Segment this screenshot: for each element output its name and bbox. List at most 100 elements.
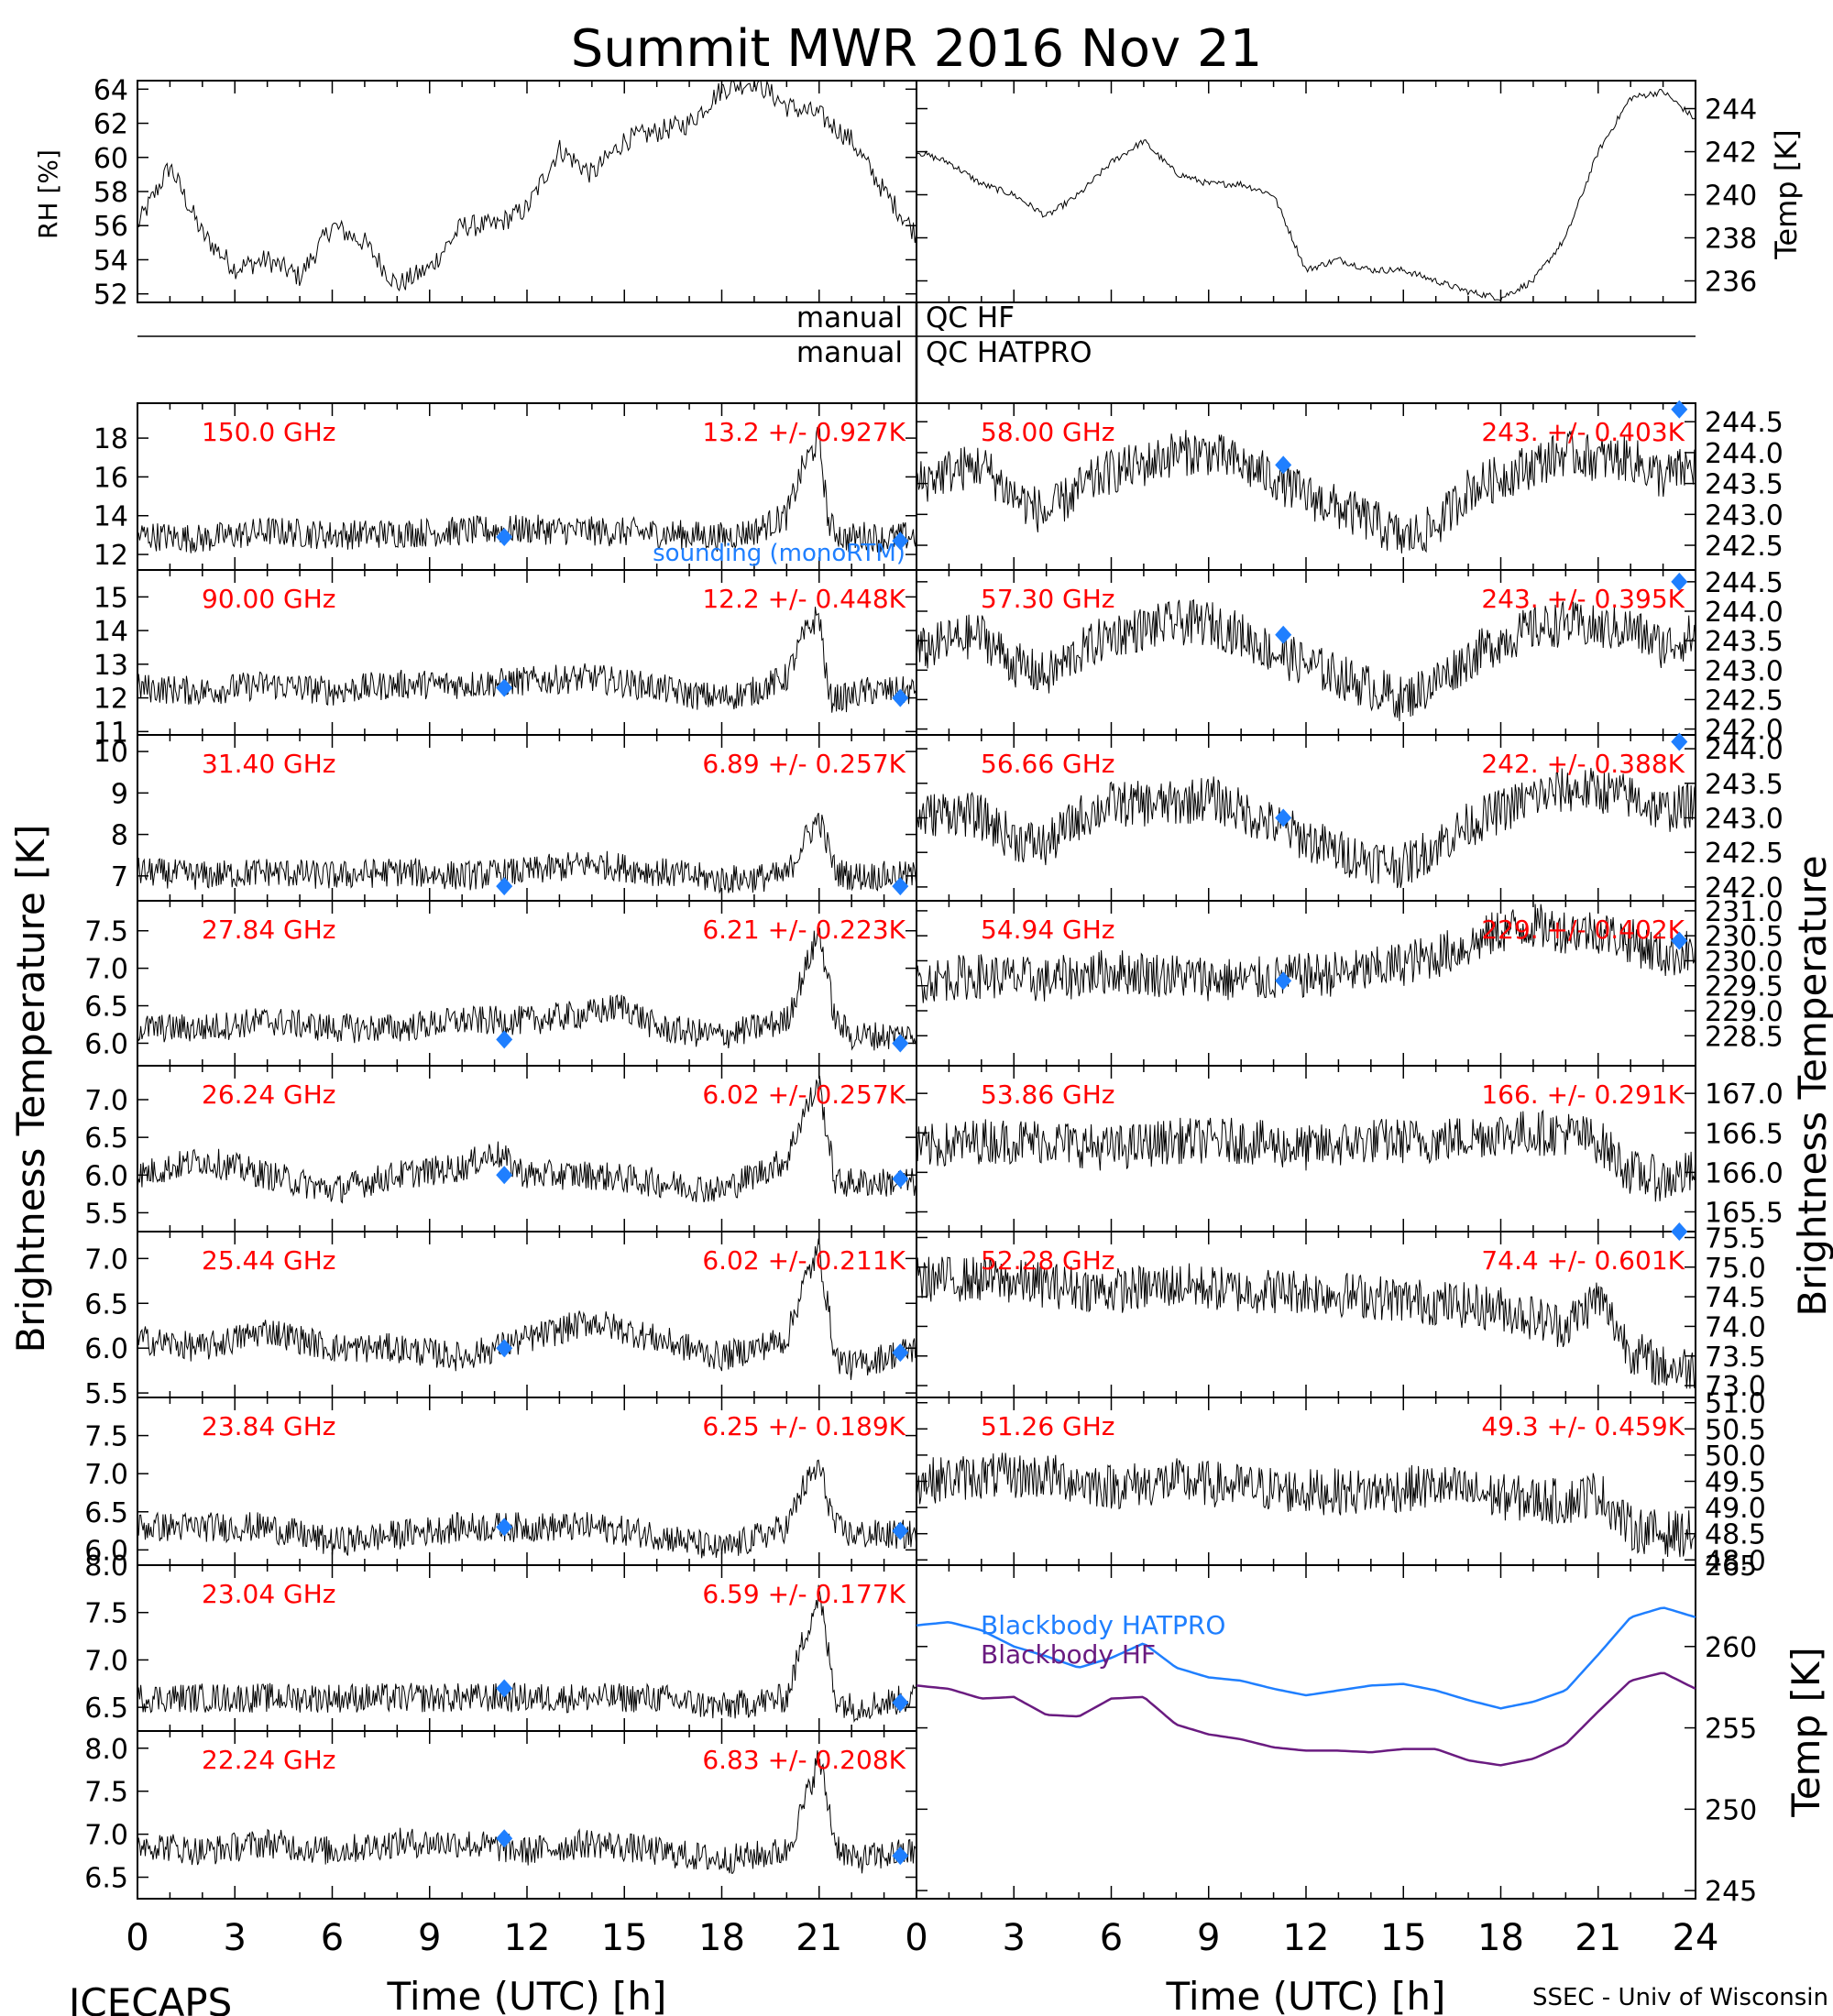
- panel-27-84-ytick-label: 6.5: [84, 992, 128, 1024]
- rh-ytick-label: 60: [93, 143, 128, 175]
- panel-22-24-ytick-label: 7.5: [84, 1777, 128, 1809]
- blackbody-series-hatpro: [916, 1606, 1696, 1710]
- panel-31-40-ytick-label: 9: [111, 778, 128, 810]
- temp-axis-label: Temp [K]: [1769, 129, 1804, 259]
- panel-56-66-sounding-point: [1671, 732, 1688, 751]
- panel-58-00-ytick-label: 242.5: [1705, 531, 1784, 563]
- panel-51-26-ytick-label: 49.5: [1705, 1467, 1766, 1499]
- left-y-axis-label: Brightness Temperature [K]: [8, 825, 53, 1353]
- panel-90-00-sounding-point: [496, 678, 513, 697]
- panel-58-00-ytick-label: 243.0: [1705, 499, 1784, 531]
- panel-22-24-series-line: [137, 1750, 917, 1874]
- panel-23-04-sounding-point: [892, 1693, 909, 1712]
- panel-31-40-ytick-label: 8: [111, 820, 128, 852]
- panel-57-30-ytick-label: 243.0: [1705, 655, 1784, 687]
- panel-27-84-freq-label: 27.84 GHz: [202, 915, 336, 945]
- panel-58-00-sounding-point: [1671, 400, 1688, 419]
- right-y-axis-label: Brightness Temperature: [1790, 855, 1833, 1316]
- panel-56-66-ytick-label: 244.0: [1705, 734, 1784, 766]
- qc-hf-label: QC HF: [926, 301, 1015, 334]
- panel-57-30-sounding-point: [1275, 625, 1292, 644]
- panel-51-26-ytick-label: 49.0: [1705, 1493, 1766, 1525]
- panel-51-26-ytick-label: 50.5: [1705, 1414, 1766, 1446]
- x-tick-label: 9: [418, 1917, 441, 1959]
- rh-series-line: [137, 80, 917, 292]
- panel-25-44-freq-label: 25.44 GHz: [202, 1245, 336, 1276]
- legend-hatpro: Blackbody HATPRO: [981, 1610, 1225, 1640]
- panel-150-0-series-line: [137, 426, 917, 553]
- panel-54-94-stats-label: 229. +/- 0.402K: [1481, 915, 1685, 945]
- rh-ytick-label: 64: [93, 74, 128, 106]
- panel-90-00-stats-label: 12.2 +/- 0.448K: [702, 584, 906, 614]
- panel-56-66-freq-label: 56.66 GHz: [981, 749, 1115, 779]
- x-tick-label: 9: [1197, 1917, 1220, 1959]
- panel-58-00-series-line: [916, 430, 1696, 553]
- panel-51-26-ytick-label: 51.0: [1705, 1388, 1766, 1420]
- panel-23-84-freq-label: 23.84 GHz: [202, 1411, 336, 1441]
- footer-ssec: SSEC - Univ of Wisconsin: [1532, 1984, 1828, 2011]
- panel-23-84-series-line: [137, 1459, 917, 1559]
- qc-hf-manual: manual: [796, 301, 903, 334]
- temp-series-line: [916, 88, 1696, 301]
- x-tick-label: 0: [905, 1917, 927, 1959]
- panel-150-0-stats-label: 13.2 +/- 0.927K: [702, 417, 906, 447]
- panel-53-86-freq-label: 53.86 GHz: [981, 1079, 1115, 1110]
- temp-ytick-label: 238: [1705, 224, 1757, 256]
- panel-52-28-freq-label: 52.28 GHz: [981, 1245, 1115, 1276]
- footer-icecaps: ICECAPS: [69, 1980, 232, 2016]
- panel-57-30-ytick-label: 244.0: [1705, 597, 1784, 629]
- panel-23-84-ytick-label: 7.0: [84, 1459, 128, 1491]
- panel-54-94-ytick-label: 230.0: [1705, 946, 1784, 978]
- panel-53-86-ytick-label: 165.5: [1705, 1197, 1784, 1229]
- panel-25-44-ytick-label: 5.5: [84, 1378, 128, 1410]
- x-tick-label: 21: [796, 1917, 842, 1959]
- panel-58-00-ytick-label: 244.5: [1705, 407, 1784, 439]
- panel-54-94-ytick-label: 229.5: [1705, 971, 1784, 1003]
- x-tick-label: 0: [126, 1917, 148, 1959]
- panel-150-0-ytick-label: 14: [93, 501, 128, 533]
- x-tick-label: 24: [1673, 1917, 1719, 1959]
- panel-57-30-ytick-label: 242.0: [1705, 715, 1784, 747]
- blackbody-ytick-label: 255: [1705, 1714, 1757, 1746]
- blackbody-ytick-label: 250: [1705, 1794, 1757, 1826]
- x-tick-label: 21: [1575, 1917, 1621, 1959]
- panel-31-40-ytick-label: 10: [93, 737, 128, 769]
- panel-56-66-ytick-label: 242.5: [1705, 838, 1784, 870]
- chart-title: Summit MWR 2016 Nov 21: [571, 19, 1263, 79]
- panel-27-84-ytick-label: 6.0: [84, 1028, 128, 1060]
- panel-51-26-ytick-label: 48.5: [1705, 1519, 1766, 1551]
- panel-52-28-ytick-label: 75.0: [1705, 1253, 1766, 1285]
- panel-54-94-ytick-label: 228.5: [1705, 1021, 1784, 1053]
- panel-57-30-ytick-label: 244.5: [1705, 567, 1784, 599]
- panel-57-30-series-line: [916, 598, 1696, 722]
- panel-26-24-ytick-label: 6.0: [84, 1160, 128, 1192]
- panel-54-94-sounding-point: [1275, 971, 1292, 991]
- x-tick-label: 12: [1283, 1917, 1330, 1959]
- panel-90-00-series-line: [137, 607, 917, 713]
- legend-hf: Blackbody HF: [981, 1639, 1156, 1670]
- panel-23-04-sounding-point: [496, 1679, 513, 1698]
- panel-22-24-freq-label: 22.24 GHz: [202, 1745, 336, 1775]
- panel-22-24-ytick-label: 7.0: [84, 1820, 128, 1852]
- panel-150-0-sounding-point: [496, 528, 513, 547]
- panel-23-84-ytick-label: 6.5: [84, 1497, 128, 1529]
- x-tick-label: 18: [698, 1917, 745, 1959]
- panel-54-94-ytick-label: 230.5: [1705, 921, 1784, 953]
- panel-56-66-sounding-point: [1275, 808, 1292, 827]
- temp-ytick-label: 240: [1705, 181, 1757, 213]
- temp-ytick-label: 236: [1705, 267, 1757, 299]
- blackbody-ytick-label: 245: [1705, 1876, 1757, 1908]
- panel-25-44-series-line: [137, 1238, 917, 1380]
- panel-51-26-stats-label: 49.3 +/- 0.459K: [1481, 1411, 1685, 1441]
- panel-26-24-freq-label: 26.24 GHz: [202, 1079, 336, 1110]
- panel-27-84-sounding-point: [496, 1030, 513, 1049]
- panel-25-44-ytick-label: 6.5: [84, 1288, 128, 1320]
- panel-90-00-ytick-label: 14: [93, 616, 128, 648]
- panel-150-0-annotation: sounding (monoRTM): [653, 540, 906, 567]
- panel-90-00-ytick-label: 12: [93, 684, 128, 716]
- panel-57-30-stats-label: 243. +/- 0.395K: [1481, 584, 1685, 614]
- panel-57-30-sounding-point: [1671, 572, 1688, 591]
- panel-150-0-ytick-label: 12: [93, 540, 128, 572]
- x-axis-label-left: Time (UTC) [h]: [387, 1974, 667, 2016]
- panel-23-04-ytick-label: 6.5: [84, 1693, 128, 1725]
